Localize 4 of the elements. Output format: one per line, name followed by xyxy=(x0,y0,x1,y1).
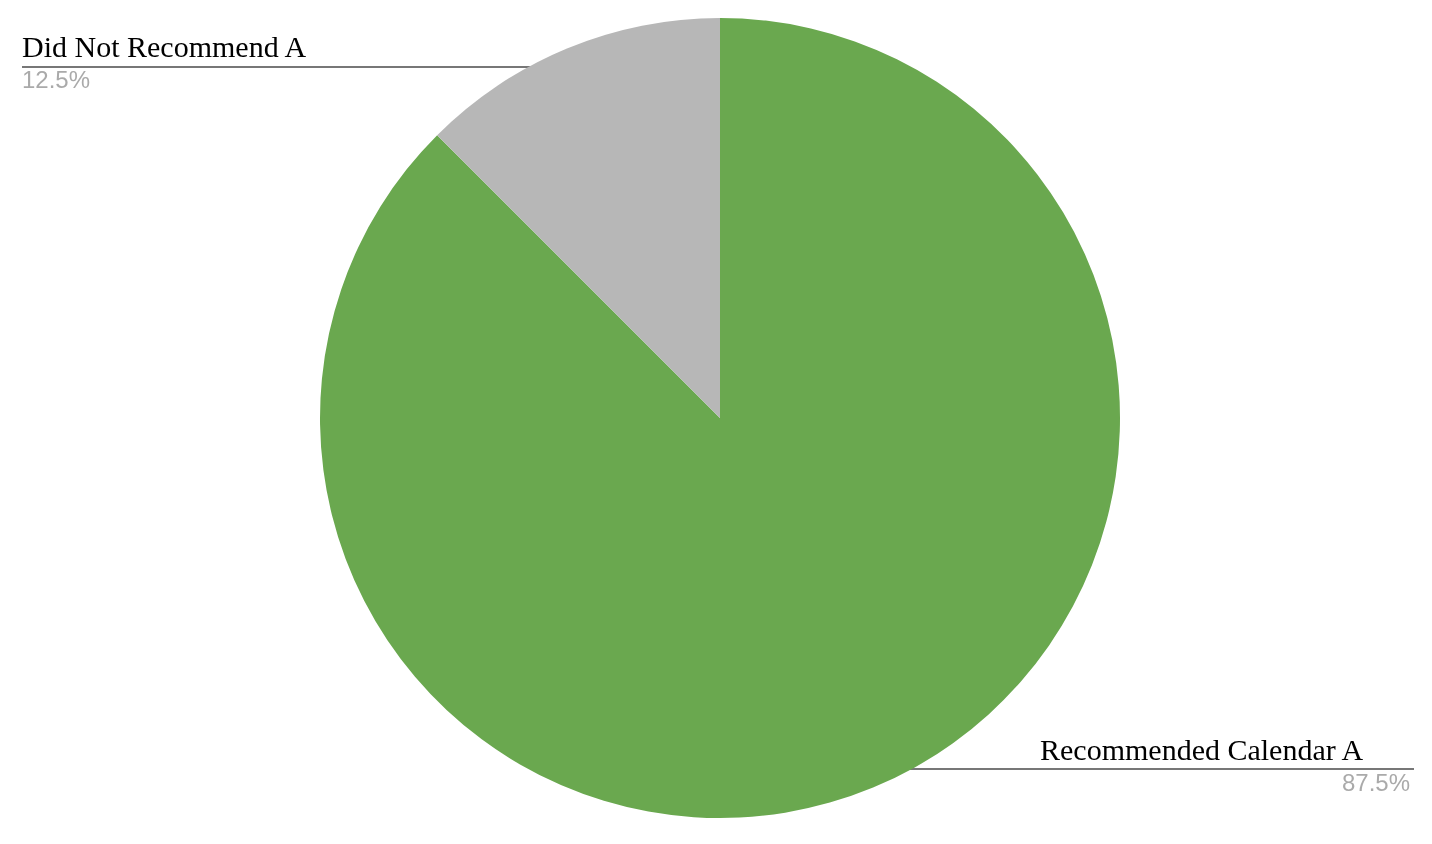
data-label: 12.5% xyxy=(22,66,91,94)
slice-label: Did Not Recommend A xyxy=(22,30,307,64)
data-label: 87.5% xyxy=(1341,768,1410,796)
slice-label: Recommended Calendar A xyxy=(1040,732,1364,766)
